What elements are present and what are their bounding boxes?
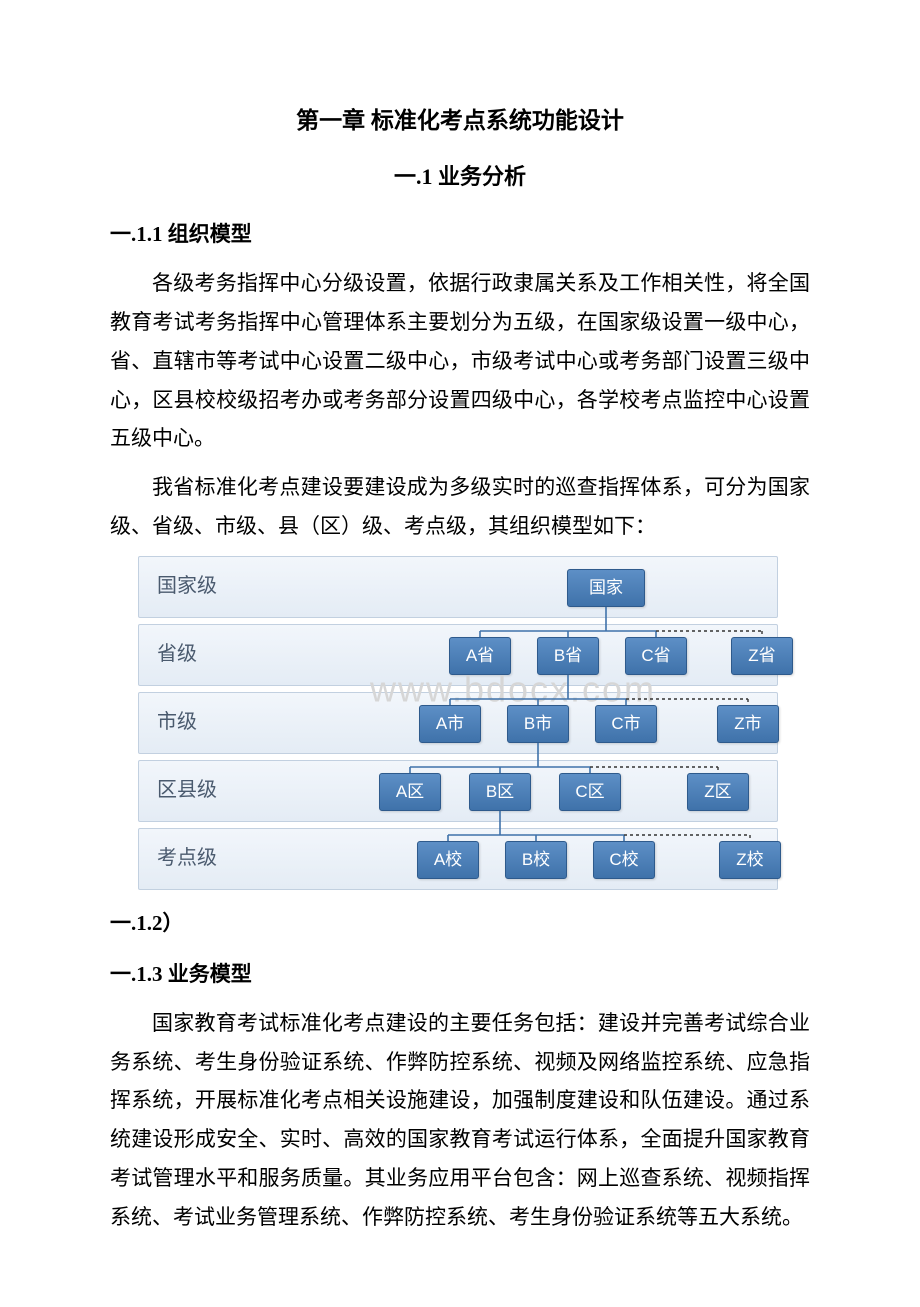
hierarchy-node: C省 [625,637,687,675]
hierarchy-node: Z区 [687,773,749,811]
hierarchy-node: A校 [417,841,479,879]
subsection-1-3: 一.1.3 业务模型 [110,955,810,994]
chapter-title: 第一章 标准化考点系统功能设计 [110,100,810,143]
row-label: 考点级 [139,840,249,877]
hierarchy-node: Z省 [731,637,793,675]
hierarchy-node: A市 [419,705,481,743]
row-nodes: www.bdocx.comA市B市C市Z市 [249,693,777,753]
hierarchy-node: B校 [505,841,567,879]
row-nodes: A省B省C省Z省 [249,625,777,685]
hierarchy-node: A区 [379,773,441,811]
hierarchy-node: B区 [469,773,531,811]
hierarchy-row: 考点级 A校 B校 C校 Z校 [138,828,778,890]
hierarchy-row: 省级A省B省C省Z省 [138,624,778,686]
row-nodes: 国家 [249,557,777,617]
hierarchy-node: Z市 [717,705,779,743]
row-label: 国家级 [139,568,249,605]
subsection-1-2: 一.1.2） [110,904,810,943]
hierarchy-node: B市 [507,705,569,743]
row-label: 区县级 [139,772,249,809]
row-label: 省级 [139,636,249,673]
org-hierarchy-diagram: 国家级国家省级A省B省C省Z省市级www.bdocx.comA市B市C市Z市区县… [138,556,778,890]
row-nodes: A校B校C校Z校 [249,829,777,889]
paragraph: 我省标准化考点建设要建设成为多级实时的巡查指挥体系，可分为国家级、省级、市级、县… [110,468,810,546]
subsection-1-1: 一.1.1 组织模型 [110,215,810,254]
hierarchy-row: 区县级 A区 B区 C区 Z区 [138,760,778,822]
row-label: 市级 [139,704,249,741]
hierarchy-node: A省 [449,637,511,675]
hierarchy-row: 市级www.bdocx.comA市B市C市Z市 [138,692,778,754]
row-nodes: A区 B区 C区 Z区 [249,761,777,821]
paragraph: 国家教育考试标准化考点建设的主要任务包括：建设并完善考试综合业务系统、考生身份验… [110,1004,810,1237]
section-title: 一.1 业务分析 [110,157,810,198]
hierarchy-node: C校 [593,841,655,879]
hierarchy-node: C区 [559,773,621,811]
hierarchy-node: B省 [537,637,599,675]
hierarchy-node: C市 [595,705,657,743]
hierarchy-row: 国家级 国家 [138,556,778,618]
hierarchy-node: Z校 [719,841,781,879]
hierarchy-node: 国家 [567,569,645,607]
paragraph: 各级考务指挥中心分级设置，依据行政隶属关系及工作相关性，将全国教育考试考务指挥中… [110,264,810,458]
